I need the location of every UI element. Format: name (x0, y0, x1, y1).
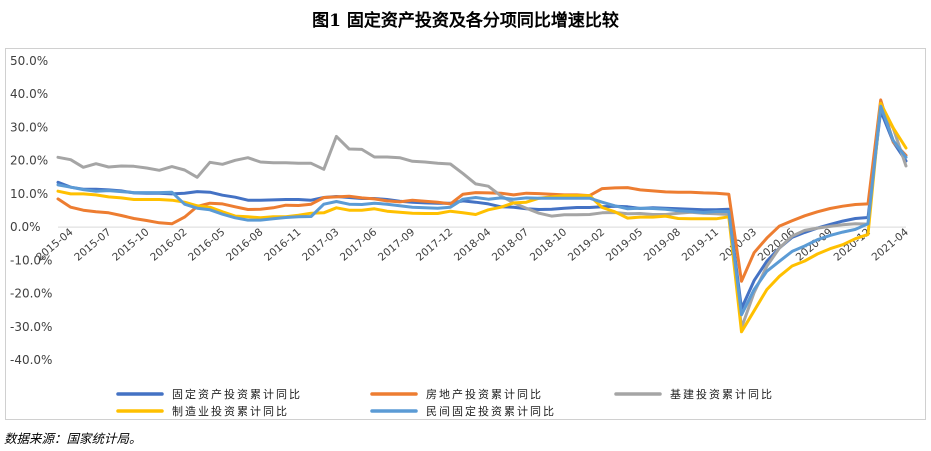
x-axis: 2015-042015-072015-102016-022016-052016-… (34, 226, 911, 264)
x-tick-label: 2017-12 (414, 226, 455, 263)
legend-label-2: 房地产投资累计同比 (426, 387, 543, 401)
x-tick-label: 2016-05 (186, 226, 227, 263)
series-line-1 (56, 109, 908, 310)
series-line-5 (56, 104, 908, 317)
x-tick-label: 2021-04 (870, 226, 912, 264)
y-tick-label: 50.0% (10, 54, 48, 68)
chart-title: 图1 固定资产投资及各分项同比增速比较 (312, 11, 619, 31)
x-tick-label: 2016-11 (262, 226, 303, 263)
series-line-3 (56, 104, 908, 330)
y-tick-label: 20.0% (10, 154, 48, 168)
x-tick-label: 2015-07 (72, 226, 113, 263)
x-tick-label: 2016-02 (148, 226, 189, 263)
x-tick-label: 2019-05 (604, 226, 645, 263)
y-tick-label: 30.0% (10, 120, 48, 134)
x-tick-label: 2017-06 (338, 226, 380, 264)
x-tick-label: 2019-08 (642, 226, 683, 263)
x-tick-label: 2016-08 (224, 226, 265, 263)
x-tick-label: 2019-02 (566, 226, 607, 263)
legend-label-3: 基建投资累计同比 (670, 387, 774, 401)
data-source-note: 数据来源：国家统计局。 (4, 431, 142, 446)
legend-label-4: 制造业投资累计同比 (172, 404, 289, 418)
y-tick-label: 10.0% (10, 187, 48, 201)
x-tick-label: 2018-07 (490, 226, 531, 263)
x-tick-label: 2019-11 (680, 226, 721, 263)
x-tick-label: 2017-09 (376, 226, 417, 263)
series-line-4 (56, 101, 908, 334)
y-tick-label: -30.0% (10, 320, 52, 334)
legend-label-5: 民间固定投资累计同比 (426, 404, 556, 418)
x-tick-label: 2018-10 (528, 226, 569, 263)
x-tick-label: 2015-10 (110, 226, 151, 263)
series-lines (56, 98, 908, 334)
y-tick-label: -20.0% (10, 287, 52, 301)
x-tick-label: 2018-04 (452, 226, 494, 264)
y-axis: 50.0% 40.0% 30.0% 20.0% 10.0% 0.0% -10.0% -20.0… (10, 54, 52, 367)
x-tick-label: 2017-03 (300, 226, 341, 263)
y-tick-label: 40.0% (10, 87, 48, 101)
chart-frame (5, 48, 926, 420)
y-tick-label: 0.0% (10, 220, 41, 234)
y-tick-label: -10.0% (10, 253, 52, 267)
legend-label-1: 固定资产投资累计同比 (172, 387, 302, 401)
y-tick-label: -40.0% (10, 353, 52, 367)
